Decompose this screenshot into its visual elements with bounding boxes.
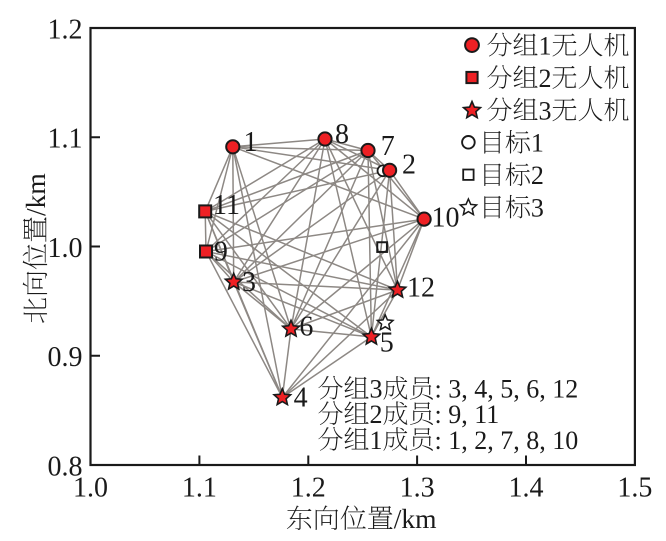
svg-text:2: 2 [370, 400, 383, 429]
svg-text:0.8: 0.8 [48, 451, 83, 482]
svg-text:1.2: 1.2 [48, 14, 83, 45]
svg-text:2: 2 [531, 161, 544, 190]
svg-text:/km: /km [394, 503, 437, 534]
svg-text:6: 6 [299, 312, 313, 343]
svg-text:1.1: 1.1 [182, 473, 217, 504]
svg-text:10: 10 [432, 203, 460, 234]
svg-text:5: 5 [380, 328, 394, 359]
svg-text:2: 2 [539, 64, 552, 93]
svg-text:3: 3 [242, 267, 256, 298]
svg-text:3: 3 [539, 96, 552, 125]
svg-text:1: 1 [539, 32, 552, 61]
svg-text:1.0: 1.0 [73, 473, 108, 504]
svg-text:: 3, 4, 5, 6, 12: : 3, 4, 5, 6, 12 [435, 375, 579, 404]
svg-text:8: 8 [335, 119, 349, 150]
svg-text:/km: /km [20, 173, 51, 216]
svg-text:0.9: 0.9 [48, 342, 83, 373]
svg-text:1.4: 1.4 [509, 473, 544, 504]
svg-text:: 9, 11: : 9, 11 [435, 400, 500, 429]
svg-text:1: 1 [531, 129, 544, 158]
svg-text:9: 9 [214, 237, 228, 268]
svg-text:1: 1 [244, 127, 258, 158]
svg-text:7: 7 [381, 131, 395, 162]
svg-text:: 1, 2, 7, 8, 10: : 1, 2, 7, 8, 10 [435, 426, 579, 455]
svg-text:1: 1 [370, 426, 383, 455]
svg-text:1.0: 1.0 [48, 233, 83, 264]
svg-text:3: 3 [531, 194, 544, 223]
svg-text:12: 12 [407, 273, 435, 304]
svg-text:3: 3 [370, 375, 383, 404]
svg-text:1.1: 1.1 [48, 124, 83, 155]
svg-text:11: 11 [213, 190, 240, 221]
svg-text:4: 4 [294, 383, 308, 414]
svg-text:1.5: 1.5 [617, 473, 652, 504]
svg-text:1.3: 1.3 [400, 473, 435, 504]
svg-text:1.2: 1.2 [291, 473, 326, 504]
svg-text:2: 2 [402, 149, 416, 180]
